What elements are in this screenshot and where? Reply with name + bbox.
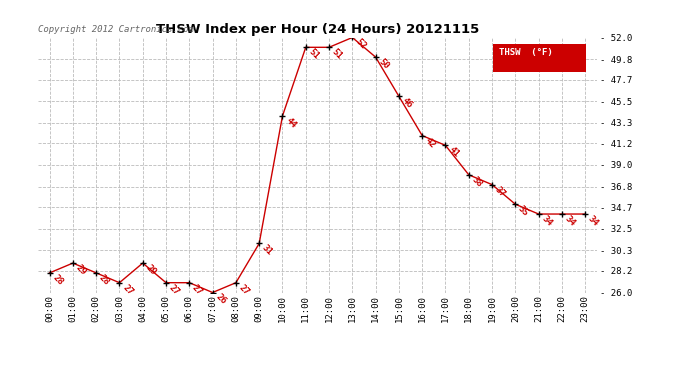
Text: 51: 51 <box>307 47 321 61</box>
Text: 27: 27 <box>121 283 135 297</box>
Text: 34: 34 <box>563 214 577 228</box>
Text: 34: 34 <box>586 214 600 228</box>
Text: 28: 28 <box>97 273 111 287</box>
Text: 26: 26 <box>214 292 228 306</box>
Text: 28: 28 <box>51 273 65 287</box>
Text: 29: 29 <box>74 263 88 277</box>
Text: 38: 38 <box>470 175 484 189</box>
Text: Copyright 2012 Cartronics.com: Copyright 2012 Cartronics.com <box>38 25 194 34</box>
Text: THSW  (°F): THSW (°F) <box>499 48 553 57</box>
FancyBboxPatch shape <box>493 44 586 72</box>
Text: 46: 46 <box>400 96 414 110</box>
Text: 41: 41 <box>446 146 461 159</box>
Text: 29: 29 <box>144 263 158 277</box>
Text: 31: 31 <box>260 243 275 257</box>
Text: 52: 52 <box>353 38 368 51</box>
Text: 50: 50 <box>377 57 391 71</box>
Title: THSW Index per Hour (24 Hours) 20121115: THSW Index per Hour (24 Hours) 20121115 <box>156 23 479 36</box>
Text: 27: 27 <box>167 283 181 297</box>
Text: 42: 42 <box>424 136 437 150</box>
Text: 27: 27 <box>237 283 251 297</box>
Text: 44: 44 <box>284 116 297 130</box>
Text: 51: 51 <box>331 47 344 61</box>
Text: 27: 27 <box>190 283 204 297</box>
Text: 34: 34 <box>540 214 554 228</box>
Text: 37: 37 <box>493 184 507 199</box>
Text: 35: 35 <box>517 204 531 218</box>
